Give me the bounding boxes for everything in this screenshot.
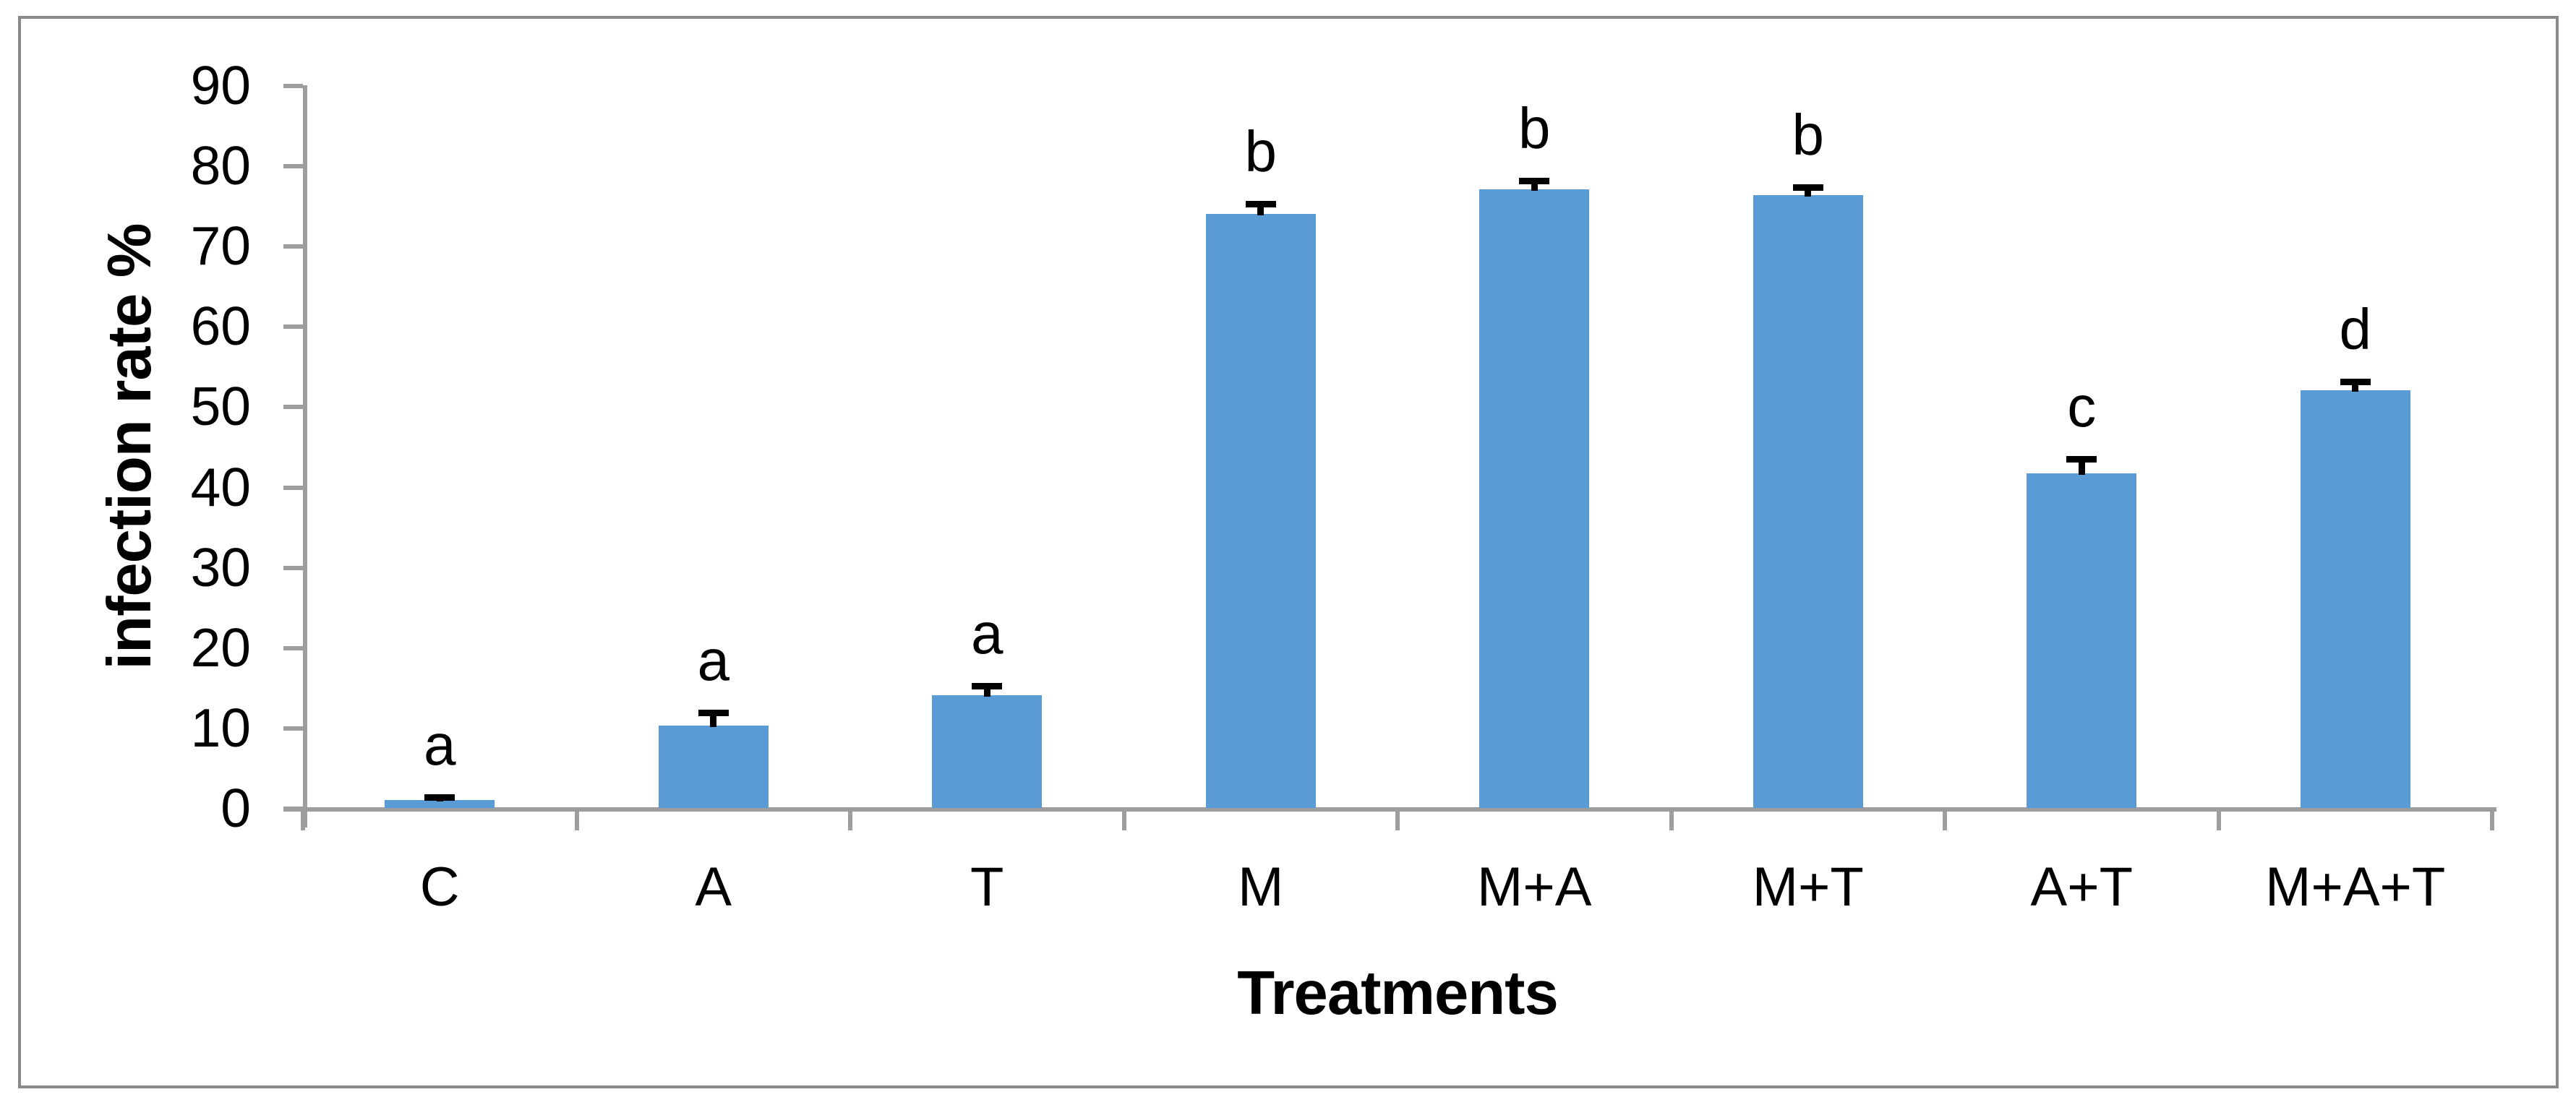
x-axis-line [283, 807, 2496, 812]
category-label: C [419, 856, 460, 918]
error-bar-whisker [983, 686, 990, 697]
y-tick-label: 30 [190, 536, 251, 598]
category-label: M+A [1477, 856, 1592, 918]
error-bar-cap [1519, 177, 1550, 184]
significance-letter: a [424, 713, 456, 778]
bar [1205, 213, 1316, 808]
error-bar-whisker [2078, 459, 2085, 475]
y-axis-tick [283, 405, 303, 410]
x-axis-tick [1669, 807, 1674, 830]
y-axis-tick [283, 645, 303, 650]
y-axis-tick [283, 565, 303, 570]
error-bar-cap [2066, 456, 2097, 463]
y-tick-label: 50 [190, 376, 251, 437]
error-bar-whisker [1805, 187, 1812, 197]
error-bar-whisker [1531, 181, 1538, 192]
error-bar-cap [424, 794, 455, 801]
significance-letter: d [2339, 296, 2372, 361]
category-label: A [695, 856, 732, 918]
error-bar-cap [972, 682, 1003, 689]
error-bar-cap [1792, 184, 1823, 191]
y-tick-label: 10 [190, 697, 251, 758]
significance-letter: a [697, 628, 730, 693]
y-axis-tick [283, 485, 303, 490]
y-tick-label: 0 [221, 778, 251, 838]
bar [2300, 390, 2410, 808]
significance-letter: b [1792, 102, 1825, 167]
x-axis-tick [2216, 807, 2221, 830]
y-axis-tick [283, 807, 303, 811]
y-axis-tick [283, 84, 303, 88]
significance-letter: b [1518, 95, 1551, 160]
significance-letter: b [1244, 119, 1278, 184]
x-axis-tick [848, 807, 852, 830]
y-tick-label: 90 [190, 55, 251, 116]
x-axis-title: Treatments [1237, 959, 1559, 1028]
error-bar-whisker [1257, 204, 1265, 215]
bar [658, 725, 769, 808]
category-label: M+T [1752, 856, 1864, 918]
error-bar-cap [698, 710, 729, 717]
category-label: M [1238, 856, 1284, 918]
significance-letter: c [2067, 374, 2097, 439]
error-bar-whisker [2352, 382, 2359, 392]
y-tick-label: 20 [190, 616, 251, 678]
x-axis-tick [574, 807, 579, 830]
error-bar-cap [2340, 378, 2371, 385]
x-axis-tick [1121, 807, 1126, 830]
significance-letter: a [971, 601, 1004, 666]
x-axis-tick [1943, 807, 1947, 830]
x-axis-tick [1395, 807, 1400, 830]
category-label: A+T [2030, 856, 2134, 918]
bar [1479, 189, 1590, 808]
y-axis-tick [283, 244, 303, 249]
y-axis-tick [283, 726, 303, 731]
bar [932, 695, 1043, 808]
y-axis-tick [283, 324, 303, 330]
y-tick-label: 70 [190, 215, 251, 277]
category-label: T [970, 856, 1004, 918]
bar [2027, 473, 2137, 808]
x-axis-tick [2490, 807, 2494, 830]
y-tick-label: 60 [190, 296, 251, 357]
x-axis-tick [301, 807, 305, 830]
category-label: M+A+T [2265, 856, 2446, 918]
y-axis-title: infection rate % [95, 223, 164, 670]
error-bar-whisker [710, 713, 717, 727]
y-tick-label: 40 [190, 456, 251, 517]
bar [385, 799, 495, 808]
bar [1753, 195, 1863, 808]
y-axis-tick [283, 164, 303, 169]
error-bar-cap [1245, 200, 1276, 207]
y-tick-label: 80 [190, 135, 251, 197]
y-axis-line [303, 85, 307, 827]
